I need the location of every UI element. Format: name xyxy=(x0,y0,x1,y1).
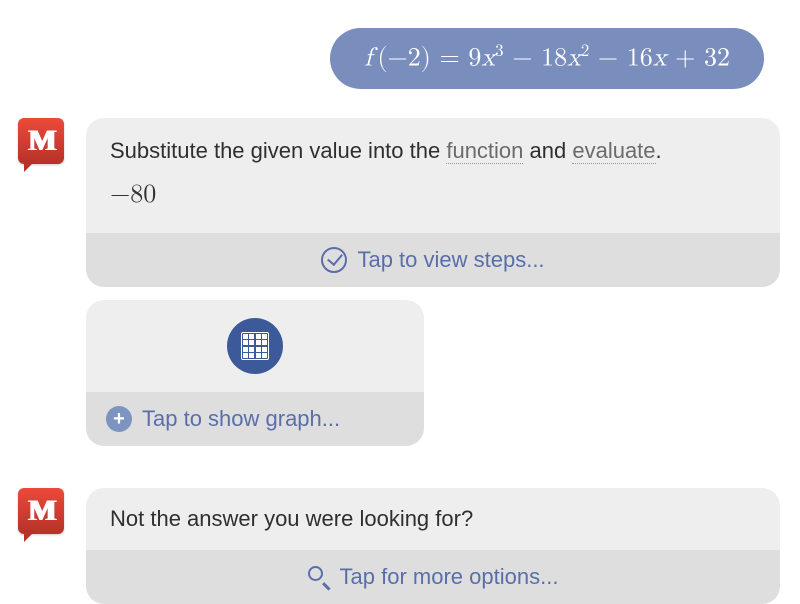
show-graph-button[interactable]: + Tap to show graph... xyxy=(86,392,424,446)
avatar-logo: M xyxy=(28,494,53,528)
answer-text-post: . xyxy=(656,138,662,163)
graph-preview xyxy=(86,300,424,392)
view-steps-button[interactable]: Tap to view steps... xyxy=(86,233,780,287)
avatar-logo: M xyxy=(28,124,53,158)
more-options-label: Tap for more options... xyxy=(340,564,559,590)
plus-icon: + xyxy=(106,406,132,432)
graph-card: + Tap to show graph... xyxy=(86,300,424,446)
formula-arg: −2 xyxy=(388,46,421,72)
more-options-card: Not the answer you were looking for? Tap… xyxy=(86,488,780,604)
view-steps-label: Tap to view steps... xyxy=(357,247,544,273)
answer-text-mid: and xyxy=(523,138,572,163)
user-input-bubble: f (−2) = 9x3 − 18x2 − 16x + 32 xyxy=(330,28,764,89)
link-function[interactable]: function xyxy=(446,138,523,164)
check-icon xyxy=(321,247,347,273)
mathway-avatar: M xyxy=(18,118,64,164)
link-evaluate[interactable]: evaluate xyxy=(572,138,655,164)
mathway-avatar: M xyxy=(18,488,64,534)
answer-card: Substitute the given value into the func… xyxy=(86,118,780,287)
answer-body: Substitute the given value into the func… xyxy=(86,118,780,233)
show-graph-label: Tap to show graph... xyxy=(142,406,340,432)
graph-icon xyxy=(227,318,283,374)
not-answer-question: Not the answer you were looking for? xyxy=(86,488,780,550)
search-icon xyxy=(308,566,330,588)
more-options-button[interactable]: Tap for more options... xyxy=(86,550,780,604)
answer-result: −80 xyxy=(110,180,756,211)
answer-text-pre: Substitute the given value into the xyxy=(110,138,446,163)
